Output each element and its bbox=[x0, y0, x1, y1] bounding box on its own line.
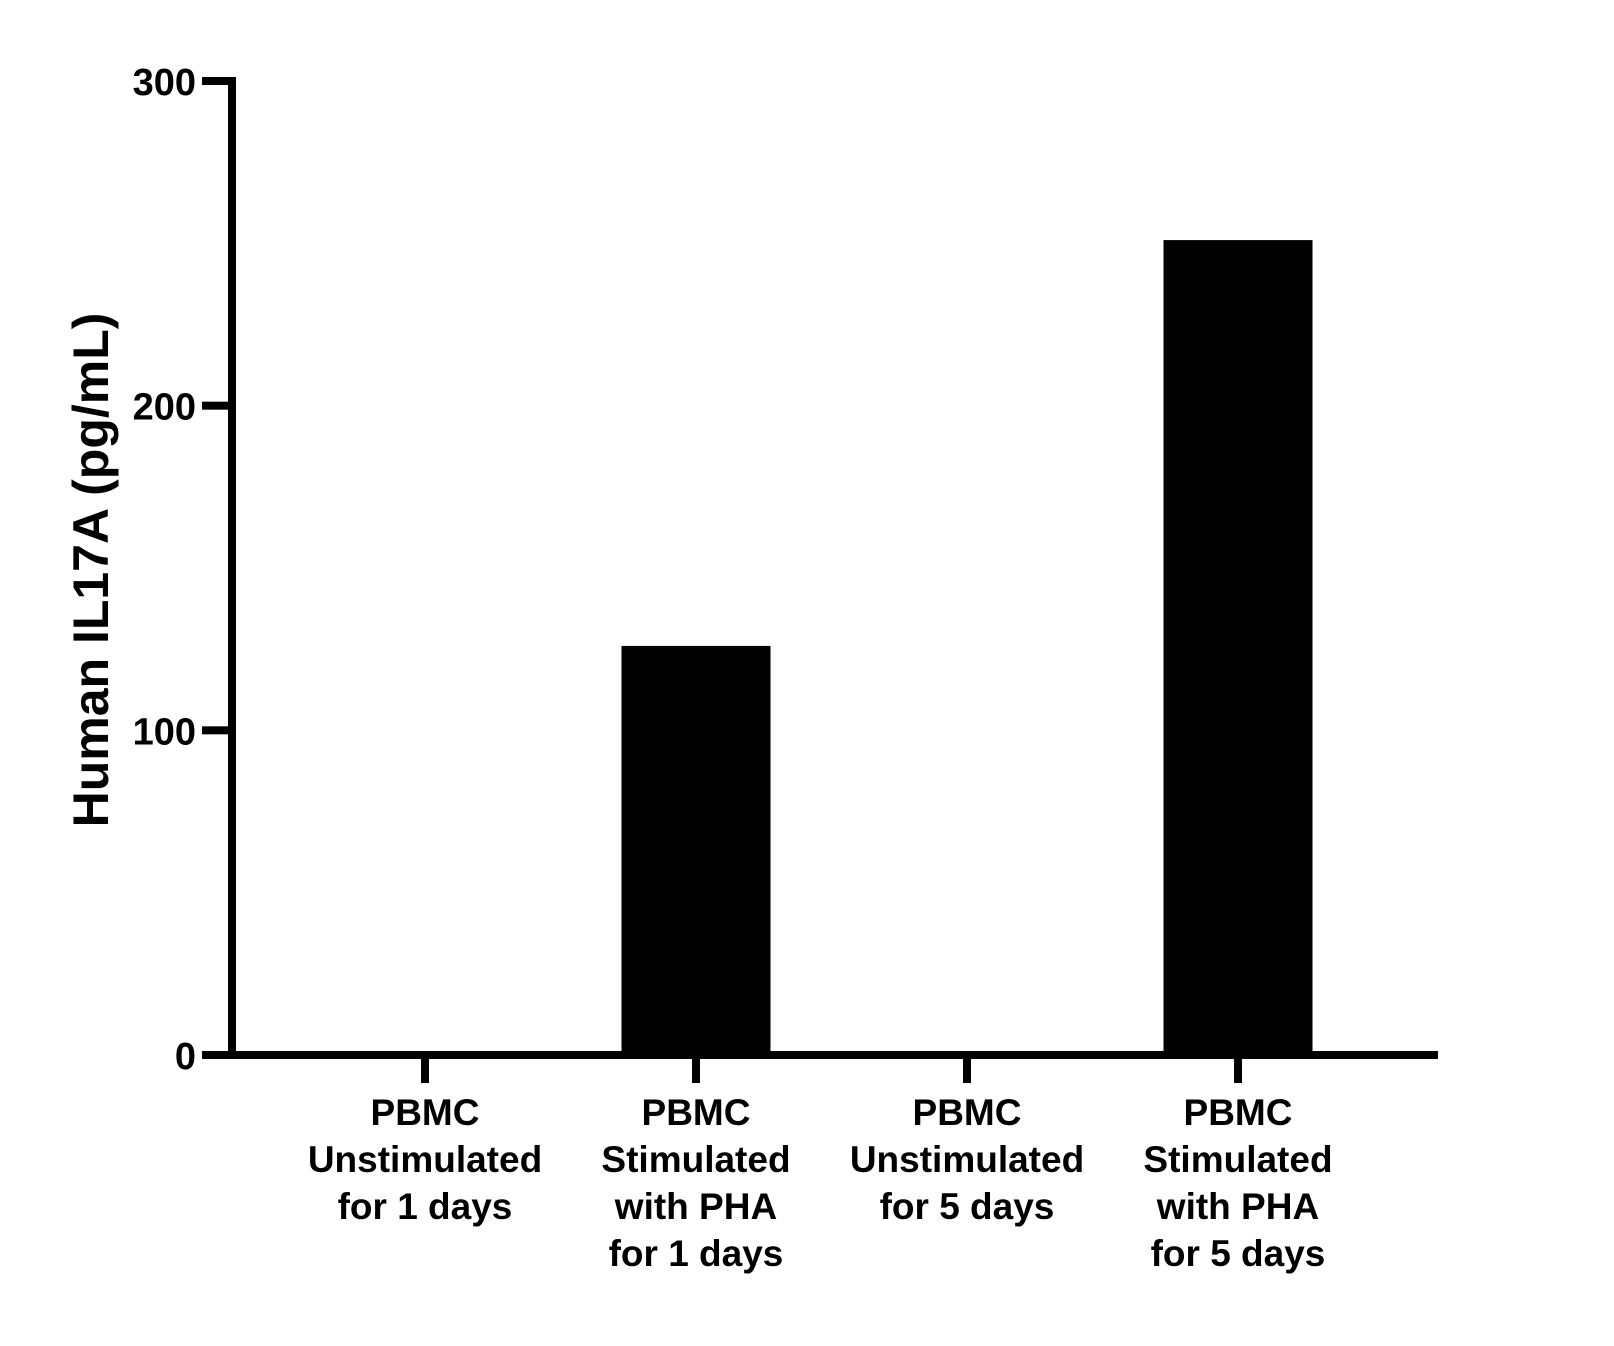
x-category-label: Stimulated bbox=[1143, 1139, 1332, 1180]
x-category-label: with PHA bbox=[614, 1186, 777, 1227]
x-category-label: for 1 days bbox=[609, 1233, 784, 1274]
x-category-label: Unstimulated bbox=[308, 1139, 542, 1180]
y-tick-label: 200 bbox=[133, 387, 196, 429]
y-tick-label: 0 bbox=[175, 1036, 196, 1078]
y-tick-mark bbox=[202, 726, 230, 735]
x-ticks-group: PBMC Unstimulated for 1 days PBMC Stimulated… bbox=[308, 1057, 1333, 1274]
x-category-label: for 5 days bbox=[1151, 1233, 1326, 1274]
bar bbox=[1163, 240, 1313, 1055]
x-category-label: for 1 days bbox=[338, 1186, 513, 1227]
x-category-label: PBMC bbox=[1184, 1092, 1293, 1133]
y-tick-mark bbox=[202, 401, 230, 410]
x-axis-line bbox=[228, 1051, 1438, 1059]
y-tick-label: 300 bbox=[133, 62, 196, 104]
y-tick-mark bbox=[202, 77, 230, 85]
x-category-label: Unstimulated bbox=[850, 1139, 1084, 1180]
axes-group bbox=[228, 77, 1438, 1059]
x-category-label: PBMC bbox=[913, 1092, 1022, 1133]
y-axis-line bbox=[228, 77, 236, 1059]
x-tick-mark bbox=[1234, 1057, 1242, 1083]
bars-group bbox=[621, 240, 1313, 1055]
x-tick-mark bbox=[963, 1057, 971, 1083]
y-tick-mark bbox=[202, 1051, 230, 1059]
x-category-label: Stimulated bbox=[601, 1139, 790, 1180]
x-category-label: with PHA bbox=[1156, 1186, 1319, 1227]
bar bbox=[621, 645, 771, 1055]
x-category-label: PBMC bbox=[642, 1092, 751, 1133]
x-category-label: for 5 days bbox=[880, 1186, 1055, 1227]
x-tick-mark bbox=[692, 1057, 700, 1083]
y-ticks-group: 0 100 200 300 bbox=[133, 62, 230, 1078]
x-tick-mark bbox=[421, 1057, 429, 1083]
y-axis-title: Human IL17A (pg/mL) bbox=[63, 313, 119, 828]
x-category-label: PBMC bbox=[371, 1092, 480, 1133]
y-tick-label: 100 bbox=[133, 711, 196, 753]
